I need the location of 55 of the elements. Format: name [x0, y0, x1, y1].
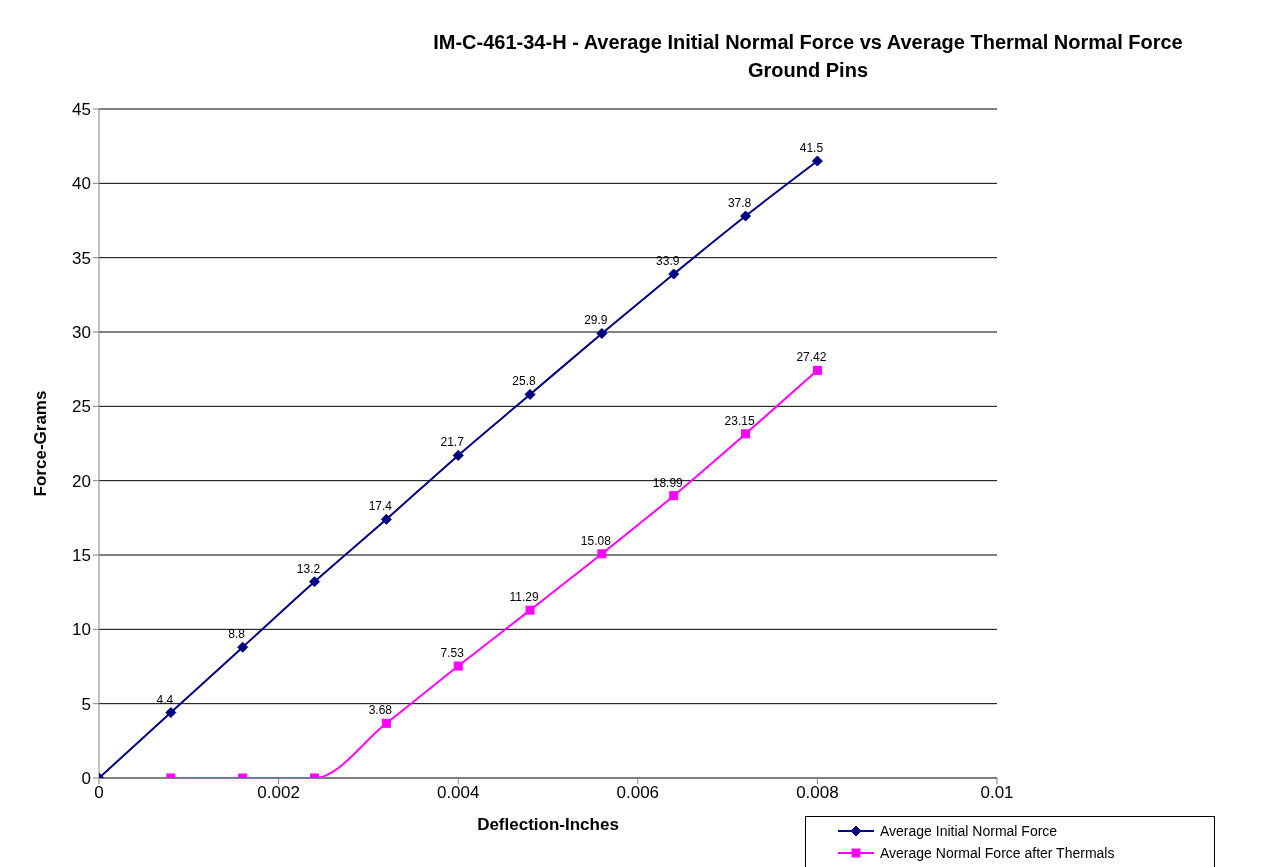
chart-title: IM-C-461-34-H - Average Initial Normal Force vs Average Thermal Normal Force	[432, 30, 1184, 55]
data-label: 7.53	[440, 646, 465, 661]
y-tick-label: 5	[81, 694, 91, 714]
point	[452, 449, 464, 461]
data-label: 13.2	[296, 561, 321, 576]
y-axis-title: Force-Grams	[31, 390, 51, 497]
point	[811, 155, 823, 167]
point	[453, 661, 463, 671]
y-tick-label: 45	[72, 100, 91, 120]
data-label: 41.5	[799, 141, 824, 156]
y-tick-label: 20	[72, 471, 91, 491]
data-label: 17.4	[368, 499, 393, 514]
data-label: 11.29	[509, 590, 539, 605]
point	[596, 327, 608, 339]
point	[597, 549, 607, 559]
point	[741, 429, 751, 439]
y-tick-label: 10	[72, 620, 91, 640]
point	[165, 707, 177, 719]
legend-label: Average Initial Normal Force	[880, 823, 1058, 839]
data-label: 21.7	[440, 435, 465, 450]
legend-label: Average Normal Force after Thermals	[880, 845, 1115, 861]
x-tick-label: 0.01	[980, 783, 1014, 803]
x-tick-label: 0.002	[257, 783, 300, 803]
y-tick-label: 25	[72, 397, 91, 417]
point	[668, 268, 680, 280]
y-tick-label: 0	[81, 769, 91, 789]
data-label: 37.8	[727, 196, 752, 211]
x-axis-title: Deflection-Inches	[477, 815, 619, 834]
point	[669, 491, 679, 501]
point	[740, 210, 752, 222]
chart-subtitle: Ground Pins	[747, 58, 869, 83]
x-tick-label: 0.008	[796, 783, 839, 803]
data-label: 25.8	[512, 374, 537, 389]
y-tick-label: 35	[72, 248, 91, 268]
x-tick-label: 0.004	[436, 783, 480, 803]
y-tick-label: 30	[72, 323, 91, 343]
x-tick-label: 0.006	[616, 783, 660, 803]
y-tick-label: 15	[72, 546, 91, 566]
data-label: 3.68	[368, 703, 393, 718]
data-label: 15.08	[580, 533, 612, 548]
data-label: 33.9	[656, 254, 680, 269]
data-label: 8.8	[228, 627, 246, 642]
y-tick-label: 40	[72, 174, 91, 194]
point	[380, 513, 392, 525]
point	[309, 576, 321, 588]
point	[381, 718, 391, 728]
point	[525, 605, 535, 615]
data-label: 29.9	[584, 313, 608, 328]
data-label: 23.15	[724, 413, 755, 428]
x-tick-label: 0	[94, 783, 104, 803]
point	[524, 388, 536, 400]
data-label: 27.42	[796, 350, 827, 365]
point	[812, 365, 822, 375]
data-label: 4.4	[156, 692, 174, 707]
point	[237, 641, 249, 653]
